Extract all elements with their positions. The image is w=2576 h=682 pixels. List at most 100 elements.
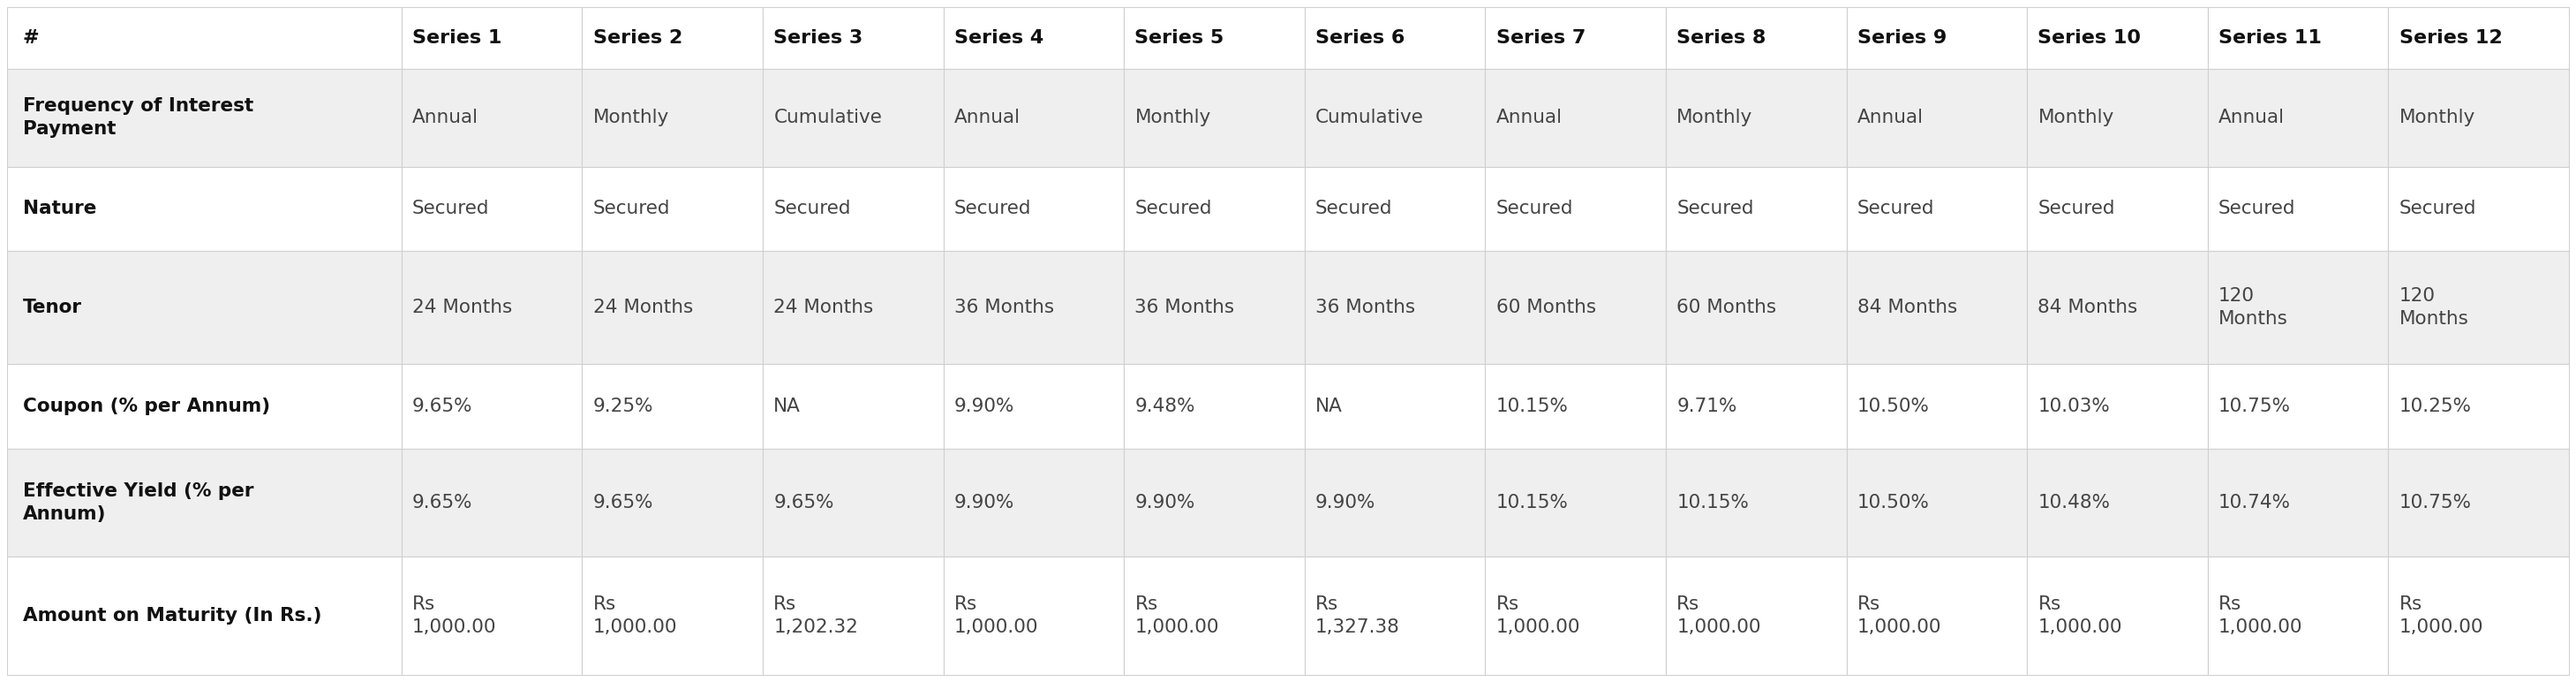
Bar <box>1486 449 1667 557</box>
Text: 10.50%: 10.50% <box>1857 398 1929 415</box>
Bar <box>1847 557 2027 675</box>
Text: Secured: Secured <box>1136 200 1213 218</box>
Text: Secured: Secured <box>953 200 1030 218</box>
Bar <box>2208 557 2388 675</box>
Text: 10.03%: 10.03% <box>2038 398 2110 415</box>
Text: 10.15%: 10.15% <box>1677 494 1749 512</box>
Bar <box>2388 364 2568 449</box>
Bar <box>2027 449 2208 557</box>
Text: 36 Months: 36 Months <box>1316 299 1414 316</box>
Bar <box>1667 166 1847 251</box>
Text: 24 Months: 24 Months <box>412 299 513 316</box>
Bar <box>402 7 582 69</box>
Text: Rs
1,000.00: Rs 1,000.00 <box>1136 595 1218 636</box>
Text: Tenor: Tenor <box>23 299 82 316</box>
Bar <box>1303 166 1486 251</box>
Text: 9.65%: 9.65% <box>412 494 474 512</box>
Text: Secured: Secured <box>1857 200 1935 218</box>
Bar <box>762 449 943 557</box>
Bar <box>582 251 762 364</box>
Bar <box>402 364 582 449</box>
Bar <box>2027 69 2208 166</box>
Text: 10.75%: 10.75% <box>2398 494 2470 512</box>
Bar <box>2388 557 2568 675</box>
Bar <box>8 7 402 69</box>
Bar <box>1486 166 1667 251</box>
Bar <box>1667 69 1847 166</box>
Bar <box>1847 69 2027 166</box>
Text: Secured: Secured <box>1497 200 1574 218</box>
Text: 9.90%: 9.90% <box>1316 494 1376 512</box>
Text: 84 Months: 84 Months <box>1857 299 1958 316</box>
Bar <box>1847 7 2027 69</box>
Text: 10.15%: 10.15% <box>1497 398 1569 415</box>
Bar <box>582 557 762 675</box>
Bar <box>1123 7 1303 69</box>
Text: Monthly: Monthly <box>592 109 670 127</box>
Bar <box>8 364 402 449</box>
Text: Effective Yield (% per
Annum): Effective Yield (% per Annum) <box>23 482 252 522</box>
Text: 10.74%: 10.74% <box>2218 494 2290 512</box>
Text: 9.71%: 9.71% <box>1677 398 1736 415</box>
Text: Rs
1,000.00: Rs 1,000.00 <box>2218 595 2303 636</box>
Text: Amount on Maturity (In Rs.): Amount on Maturity (In Rs.) <box>23 607 322 625</box>
Bar <box>2027 166 2208 251</box>
Text: 10.75%: 10.75% <box>2218 398 2290 415</box>
Text: 9.90%: 9.90% <box>1136 494 1195 512</box>
Text: 120
Months: 120 Months <box>2218 287 2287 327</box>
Text: Series 9: Series 9 <box>1857 29 1947 47</box>
Bar <box>1303 251 1486 364</box>
Text: Frequency of Interest
Payment: Frequency of Interest Payment <box>23 98 252 138</box>
Text: Secured: Secured <box>592 200 670 218</box>
Bar <box>1847 364 2027 449</box>
Text: Rs
1,202.32: Rs 1,202.32 <box>773 595 858 636</box>
Bar <box>2027 557 2208 675</box>
Bar <box>2388 69 2568 166</box>
Text: Series 2: Series 2 <box>592 29 683 47</box>
Bar <box>1667 364 1847 449</box>
Bar <box>762 364 943 449</box>
Text: 60 Months: 60 Months <box>1677 299 1777 316</box>
Text: Series 10: Series 10 <box>2038 29 2141 47</box>
Text: 10.50%: 10.50% <box>1857 494 1929 512</box>
Bar <box>582 69 762 166</box>
Text: NA: NA <box>1316 398 1342 415</box>
Text: Rs
1,000.00: Rs 1,000.00 <box>592 595 677 636</box>
Text: Annual: Annual <box>953 109 1020 127</box>
Bar <box>1303 449 1486 557</box>
Bar <box>8 449 402 557</box>
Bar <box>582 7 762 69</box>
Text: 36 Months: 36 Months <box>953 299 1054 316</box>
Bar <box>2208 166 2388 251</box>
Text: Rs
1,000.00: Rs 1,000.00 <box>1857 595 1942 636</box>
Text: Nature: Nature <box>23 200 95 218</box>
Bar <box>2388 251 2568 364</box>
Text: 60 Months: 60 Months <box>1497 299 1597 316</box>
Bar <box>402 166 582 251</box>
Bar <box>1667 7 1847 69</box>
Text: Cumulative: Cumulative <box>1316 109 1425 127</box>
Text: Monthly: Monthly <box>1677 109 1752 127</box>
Text: 24 Months: 24 Months <box>592 299 693 316</box>
Bar <box>1486 557 1667 675</box>
Bar <box>2027 364 2208 449</box>
Text: Series 4: Series 4 <box>953 29 1043 47</box>
Text: Secured: Secured <box>2398 200 2476 218</box>
Bar <box>8 166 402 251</box>
Bar <box>8 69 402 166</box>
Text: Rs
1,000.00: Rs 1,000.00 <box>953 595 1038 636</box>
Bar <box>402 251 582 364</box>
Bar <box>2208 251 2388 364</box>
Text: Monthly: Monthly <box>2038 109 2115 127</box>
Bar <box>1847 449 2027 557</box>
Bar <box>1123 251 1303 364</box>
Text: 9.25%: 9.25% <box>592 398 654 415</box>
Bar <box>582 364 762 449</box>
Bar <box>8 557 402 675</box>
Bar <box>1847 251 2027 364</box>
Bar <box>2388 7 2568 69</box>
Text: Annual: Annual <box>412 109 479 127</box>
Text: Series 1: Series 1 <box>412 29 502 47</box>
Bar <box>1123 449 1303 557</box>
Text: Series 6: Series 6 <box>1316 29 1404 47</box>
